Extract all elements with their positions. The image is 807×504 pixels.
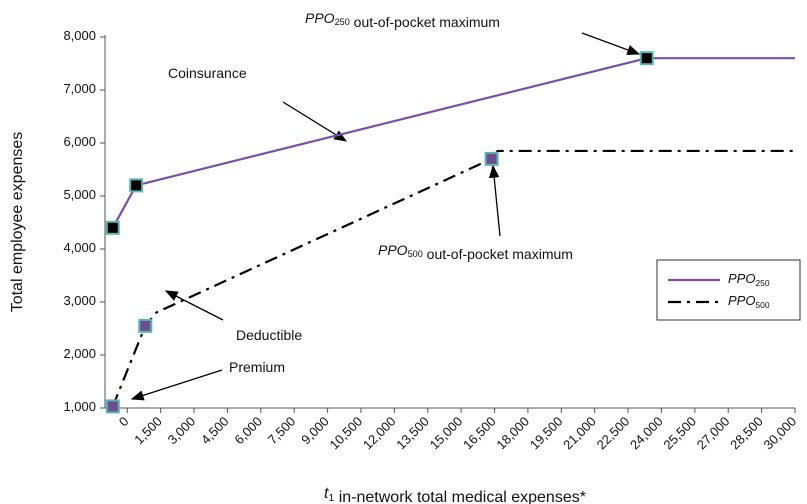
annotation-arrows	[130, 32, 641, 401]
legend-box	[656, 259, 801, 321]
point-marker	[138, 318, 153, 333]
x-tick-label: 15,000	[427, 414, 466, 453]
y-tick-label: 3,000	[63, 293, 96, 308]
y-tick-label: 5,000	[63, 187, 96, 202]
annotation: Coinsurance	[168, 65, 247, 81]
x-axis-label: t1 in-network total medical expenses*	[324, 485, 586, 504]
y-tick-label: 1,000	[63, 399, 96, 414]
x-tick-label: 6,000	[232, 414, 266, 448]
point-marker	[129, 178, 144, 193]
y-axis-label: Total employee expenses	[9, 132, 26, 313]
annotation: PPO250 out-of-pocket maximum	[305, 10, 500, 30]
x-tick-label: 24,000	[627, 414, 666, 453]
y-tick-label: 6,000	[63, 134, 96, 149]
point-marker	[105, 399, 120, 414]
x-tick-label: 21,000	[561, 414, 600, 453]
annotation: Premium	[229, 359, 285, 375]
x-tick-label: 3,000	[165, 414, 199, 448]
point-marker	[105, 220, 120, 235]
x-tick-label: 27,000	[694, 414, 733, 453]
x-tick-label: 30,000	[761, 414, 800, 453]
x-tick-label: 16,500	[460, 414, 499, 453]
annotation: PPO500 out-of-pocket maximum	[378, 242, 573, 262]
x-tick-label: 12,000	[360, 414, 399, 453]
y-tick-label: 2,000	[63, 346, 96, 361]
y-tick-label: 8,000	[63, 28, 96, 43]
x-tick-label: 10,500	[327, 414, 366, 453]
x-tick-label: 25,500	[661, 414, 700, 453]
series-line	[111, 149, 795, 407]
y-tick-label: 4,000	[63, 240, 96, 255]
y-tick-label: 7,000	[63, 81, 96, 96]
point-marker	[484, 151, 499, 166]
annotation: Deductible	[236, 327, 302, 343]
x-tick-label: 19,500	[527, 414, 566, 453]
point-marker	[639, 51, 654, 66]
legend-label: PPO250	[728, 271, 770, 288]
x-tick-label: 22,500	[594, 414, 633, 453]
series-line	[111, 57, 795, 229]
x-tick-label: 13,500	[394, 414, 433, 453]
x-tick-label: 18,000	[494, 414, 533, 453]
x-tick-label: 1,500	[132, 414, 166, 448]
x-tick-label: 28,500	[727, 414, 766, 453]
x-tick-label: 0	[116, 414, 132, 430]
x-tick-label: 7,500	[265, 414, 299, 448]
legend-label: PPO500	[728, 293, 770, 310]
x-tick-label: 4,500	[198, 414, 232, 448]
